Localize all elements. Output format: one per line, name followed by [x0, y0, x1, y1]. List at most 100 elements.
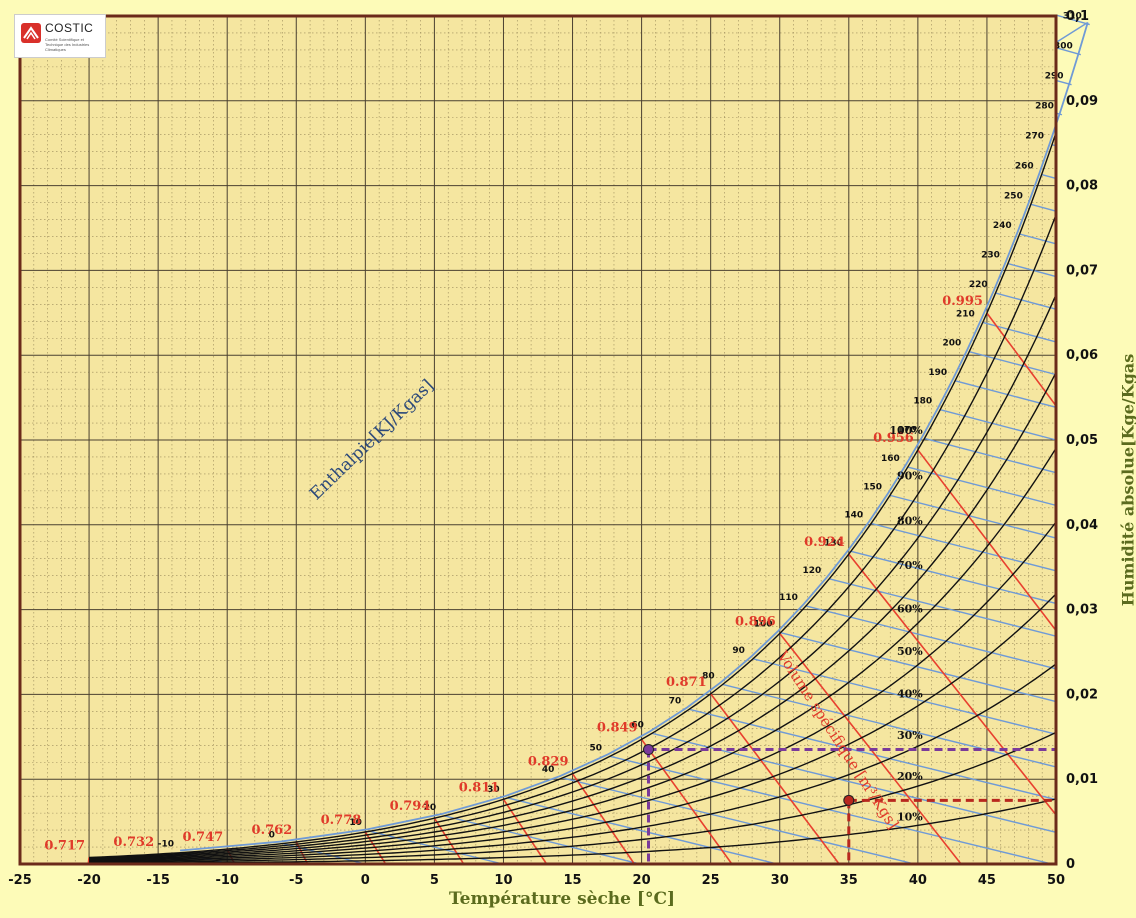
enthalpy-label: 0 — [269, 831, 275, 841]
costic-logo-subtitle: Comité Scientifique et Technique des Ind… — [45, 37, 90, 52]
enthalpy-line — [829, 578, 1057, 637]
enthalpy-label: 50 — [590, 743, 603, 753]
enthalpy-scale-line — [179, 22, 1089, 852]
x-tick-label: -25 — [8, 873, 32, 888]
y-tick-label: 0,01 — [1066, 772, 1098, 787]
enthalpy-line — [907, 466, 1057, 507]
enthalpy-label: 60 — [631, 720, 644, 730]
enthalpy-label: 280 — [1035, 102, 1054, 112]
enthalpy-line — [752, 658, 1057, 735]
x-tick-label: 35 — [840, 873, 858, 888]
y-tick-label: 0,09 — [1066, 94, 1098, 109]
y-tick-label: 0,04 — [1066, 518, 1098, 533]
y-tick-label: 0,05 — [1066, 433, 1098, 448]
x-tick-label: 50 — [1047, 873, 1065, 888]
rh-curve — [89, 521, 1057, 862]
enthalpy-label: 190 — [928, 368, 947, 378]
enthalpy-label: 300 — [1054, 42, 1073, 52]
enthalpy-label: 120 — [802, 566, 821, 576]
costic-logo-icon — [21, 23, 41, 43]
y-tick-label: 0,1 — [1066, 9, 1089, 24]
specific-volume-line — [640, 738, 733, 865]
rh-label: 50% — [897, 645, 923, 658]
rh-label: 10% — [897, 810, 923, 823]
enthalpy-label: 170 — [898, 425, 917, 435]
enthalpy-label: 310 — [1063, 12, 1082, 22]
specific-volume-label: 0.811 — [459, 780, 500, 795]
specific-volume-label: 0.717 — [44, 839, 85, 854]
x-tick-label: 45 — [978, 873, 996, 888]
enthalpy-label: 240 — [993, 221, 1012, 231]
rh-curve — [89, 132, 1057, 859]
enthalpy-line — [780, 631, 1057, 703]
rh-label: 40% — [897, 687, 923, 700]
rh-label: 20% — [897, 770, 923, 783]
x-tick-label: 20 — [633, 873, 651, 888]
specific-volume-label: 0.924 — [804, 535, 845, 550]
specific-volume-label: 0.896 — [735, 614, 776, 629]
enthalpy-label: 90 — [732, 646, 745, 656]
enthalpy-label: 110 — [779, 593, 798, 603]
x-tick-label: 10 — [494, 873, 512, 888]
enthalpy-label: 180 — [913, 397, 932, 407]
enthalpy-line — [1019, 233, 1057, 245]
enthalpy-line — [507, 797, 778, 865]
specific-volume-label: 0.829 — [528, 755, 569, 770]
enthalpy-line — [940, 409, 1057, 441]
specific-volume-label: 0.956 — [873, 431, 914, 446]
rh-curve — [89, 447, 1057, 861]
specific-volume-label: 0.778 — [321, 813, 362, 828]
enthalpy-label: 150 — [863, 482, 882, 492]
enthalpy-line — [889, 494, 1057, 539]
rh-curve — [89, 593, 1057, 863]
specific-volume-label: 0.762 — [252, 823, 293, 838]
specific-volume-line — [917, 449, 1057, 631]
enthalpy-line — [924, 437, 1057, 474]
enthalpy-label: 70 — [669, 696, 682, 706]
enthalpy-line — [562, 777, 915, 865]
costic-logo-name: COSTIC — [45, 21, 94, 35]
rh-curve — [89, 214, 1057, 859]
x-tick-label: 0 — [361, 873, 370, 888]
rh-label: 90% — [897, 470, 923, 483]
chart-labels: -10 0 10 20 30 40 50 60 70 80 90 100 110 120 130 140 150… — [44, 12, 1081, 854]
specific-volume-label: 0.995 — [942, 294, 983, 309]
specific-volume-label: 0.871 — [666, 675, 707, 690]
specific-volume-label: 0.732 — [113, 835, 154, 850]
x-tick-label: 5 — [430, 873, 439, 888]
enthalpy-label: 40 — [542, 765, 555, 775]
enthalpy-label: 140 — [844, 510, 863, 520]
enthalpy-label: -10 — [158, 840, 174, 850]
rh-label: 70% — [897, 559, 923, 572]
enthalpy-label: 220 — [969, 280, 988, 290]
x-axis-title: Température sèche [°C] — [448, 889, 676, 909]
specific-volume-line — [986, 312, 1057, 407]
enthalpy-label: 10 — [349, 818, 362, 828]
y-tick-label: 0,03 — [1066, 603, 1098, 618]
rh-curve — [89, 372, 1057, 861]
y-tick-label: 0,06 — [1066, 348, 1098, 363]
enthalpy-line — [1030, 203, 1057, 212]
specific-volume-label: 0.849 — [597, 720, 638, 735]
enthalpy-line — [969, 350, 1057, 376]
x-tick-label: 40 — [909, 873, 927, 888]
enthalpy-scale-top — [1055, 21, 1089, 44]
costic-logo: COSTIC Comité Scientifique et Technique … — [14, 14, 106, 58]
rh-label: 60% — [897, 602, 923, 615]
rh-curve — [89, 798, 1057, 865]
enthalpy-line — [1041, 173, 1057, 180]
y-axis-title: Humidité absolue[Kge/Kgas — [1118, 353, 1136, 607]
x-tick-label: 30 — [771, 873, 789, 888]
x-tick-label: -20 — [77, 873, 101, 888]
enthalpy-line — [805, 605, 1057, 670]
enthalpy-label: 290 — [1045, 72, 1064, 82]
rh-curve — [89, 294, 1057, 860]
state-points — [643, 744, 1056, 864]
enthalpy-label: 260 — [1015, 162, 1034, 172]
enthalpy-line — [722, 683, 1057, 768]
enthalpy-label: 200 — [943, 339, 962, 349]
enthalpy-line — [1007, 262, 1057, 278]
x-tick-label: -15 — [146, 873, 170, 888]
enthalpy-line — [982, 321, 1057, 343]
